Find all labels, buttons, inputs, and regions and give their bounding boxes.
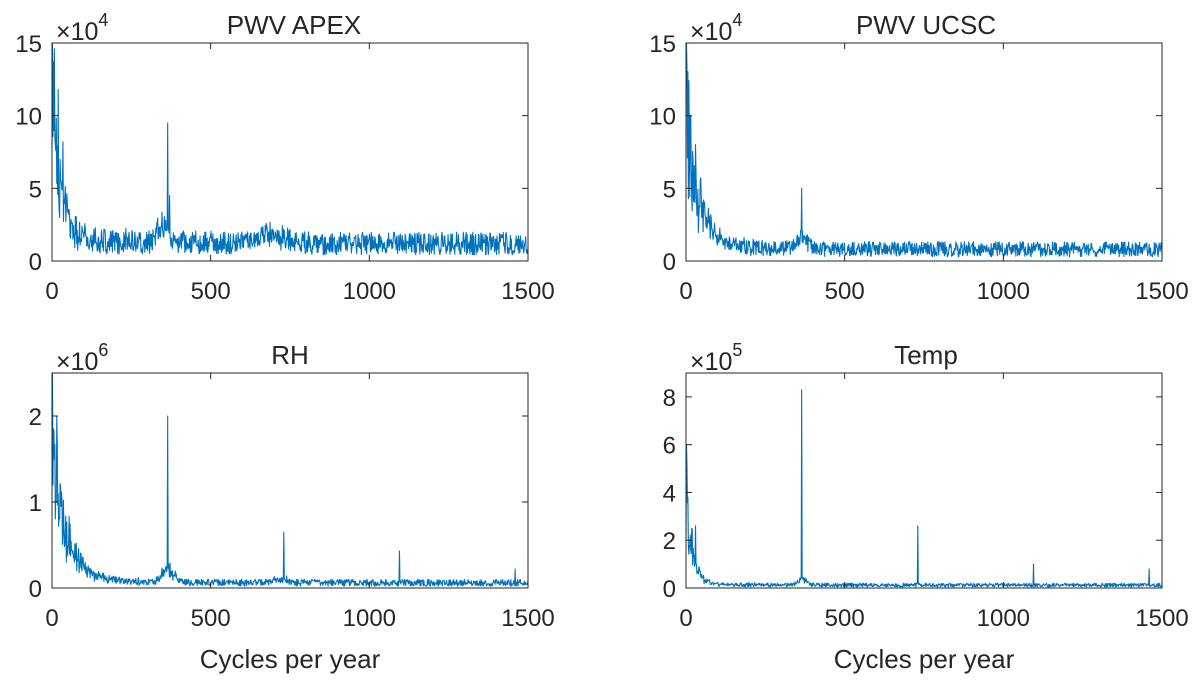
y-exponent-label: ×104: [56, 10, 108, 46]
y-exponent-label: ×105: [690, 340, 742, 376]
y-tick-label: 1: [29, 490, 42, 517]
y-tick-label: 5: [29, 176, 42, 203]
x-tick-label: 1500: [1135, 278, 1188, 305]
y-tick-label: 10: [15, 104, 42, 131]
x-axis-label: Cycles per year: [834, 644, 1015, 674]
y-tick-label: 0: [29, 249, 42, 276]
subplot-pwv-ucsc: PWV UCSC ×104 0 500 1000 1500 0 5 10 15: [649, 10, 1188, 305]
series-line: [51, 372, 529, 587]
subplot-rh: RH ×106 Cycles per year 0 500 1000 1500 0 1 2: [29, 340, 555, 674]
x-tick-label: 0: [45, 278, 58, 305]
x-tick-label: 1000: [343, 278, 396, 305]
y-tick-label: 2: [29, 404, 42, 431]
series-line: [685, 42, 1163, 258]
x-tick-label: 1500: [501, 278, 554, 305]
subplot-title: PWV APEX: [227, 10, 361, 40]
y-tick-label: 2: [663, 528, 676, 555]
y-exponent-label: ×106: [56, 340, 108, 376]
y-tick-label: 5: [663, 176, 676, 203]
axes-box: [51, 372, 529, 589]
y-tick-label: 0: [663, 576, 676, 603]
series-line: [685, 389, 1163, 588]
x-tick-label: 1500: [501, 605, 554, 632]
subplot-pwv-apex: PWV APEX ×104 0 500 1000 1500 0 5 10 15: [15, 10, 554, 305]
y-tick-label: 8: [663, 385, 676, 412]
x-tick-label: 1000: [977, 278, 1030, 305]
x-tick-label: 1000: [343, 605, 396, 632]
x-tick-label: 1000: [977, 605, 1030, 632]
axes-box: [51, 42, 529, 262]
axes-box: [685, 372, 1163, 589]
y-exponent-label: ×104: [690, 10, 742, 46]
x-tick-label: 0: [45, 605, 58, 632]
x-tick-label: 1500: [1135, 605, 1188, 632]
x-tick-label: 0: [679, 605, 692, 632]
x-tick-label: 500: [825, 278, 865, 305]
series-line: [51, 42, 529, 256]
x-tick-label: 500: [191, 605, 231, 632]
subplot-title: PWV UCSC: [856, 10, 996, 40]
y-tick-label: 15: [649, 31, 676, 58]
subplot-title: Temp: [894, 340, 958, 370]
y-tick-label: 10: [649, 104, 676, 131]
y-tick-label: 0: [663, 249, 676, 276]
y-tick-label: 15: [15, 31, 42, 58]
y-tick-label: 4: [663, 480, 676, 507]
x-tick-label: 500: [825, 605, 865, 632]
subplot-title: RH: [271, 340, 309, 370]
axes-box: [685, 42, 1163, 262]
x-tick-label: 500: [191, 278, 231, 305]
subplot-temp: Temp ×105 Cycles per year 0 500 1000 1500 0 2…: [663, 340, 1189, 674]
x-tick-label: 0: [679, 278, 692, 305]
x-axis-label: Cycles per year: [200, 644, 381, 674]
y-tick-label: 6: [663, 433, 676, 460]
y-tick-label: 0: [29, 576, 42, 603]
